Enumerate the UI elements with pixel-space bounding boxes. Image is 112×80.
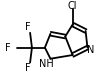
Text: F: F bbox=[25, 22, 31, 32]
Text: F: F bbox=[25, 63, 31, 73]
Text: N: N bbox=[87, 45, 95, 55]
Text: F: F bbox=[5, 43, 11, 53]
Text: Cl: Cl bbox=[68, 1, 77, 11]
Text: NH: NH bbox=[39, 59, 54, 69]
